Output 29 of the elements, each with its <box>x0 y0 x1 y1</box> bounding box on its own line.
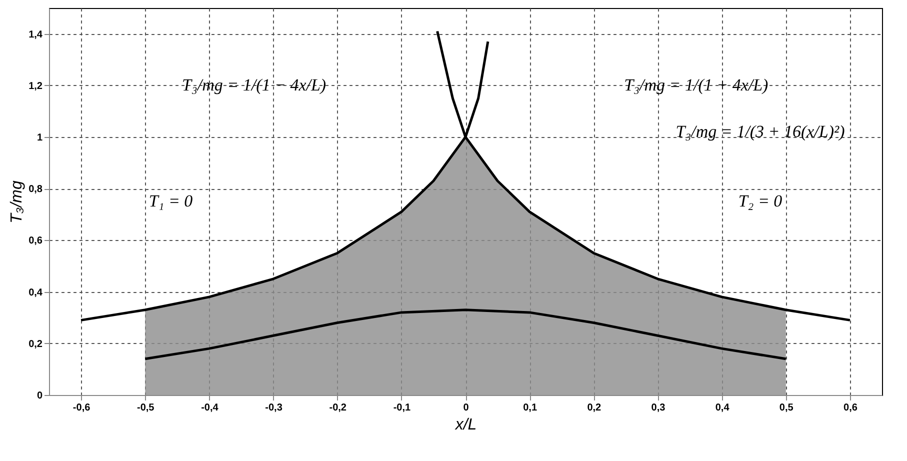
x-tick-label: -0,6 <box>72 402 91 414</box>
x-tick-label: -0,1 <box>393 402 411 414</box>
x-tick-label: 0,4 <box>715 402 730 414</box>
x-tick-label: -0,3 <box>265 402 283 414</box>
annotation: T₁ = 0 <box>148 192 194 210</box>
x-tick-label: 0 <box>463 402 470 414</box>
y-tick-label: 0,8 <box>28 184 43 196</box>
x-axis-title: x/L <box>454 416 477 434</box>
y-tick-label: 0 <box>36 390 43 402</box>
x-tick-label: -0,5 <box>137 402 155 414</box>
x-tick-label: 0,2 <box>587 402 602 414</box>
annotation: T₂ = 0 <box>738 192 783 210</box>
x-tick-label: 0,5 <box>779 402 794 414</box>
x-tick-label: 0,3 <box>651 402 666 414</box>
y-tick-label: 1 <box>36 132 43 144</box>
line-series <box>144 308 788 360</box>
x-tick-label: -0,4 <box>201 402 219 414</box>
annotation: T₃/mg = 1/(1 − 4x/L) <box>182 75 326 94</box>
y-tick-label: 1,2 <box>28 80 43 92</box>
y-tick-label: 0,4 <box>28 287 43 298</box>
y-tick-label: 1,4 <box>28 29 43 40</box>
y-tick-label: 0,2 <box>28 338 43 350</box>
x-tick-label: 0,6 <box>844 402 858 414</box>
x-tick-label: 0,1 <box>523 402 538 414</box>
y-axis-title: T₃/mg <box>8 180 26 224</box>
annotation: T₃/mg = 1/(1 + 4x/L) <box>624 75 769 94</box>
y-tick-label: 0,6 <box>28 236 43 247</box>
annotation: T₃/mg = 1/(3 + 16(x/L)²) <box>676 122 846 141</box>
x-tick-label: -0,2 <box>329 402 347 414</box>
